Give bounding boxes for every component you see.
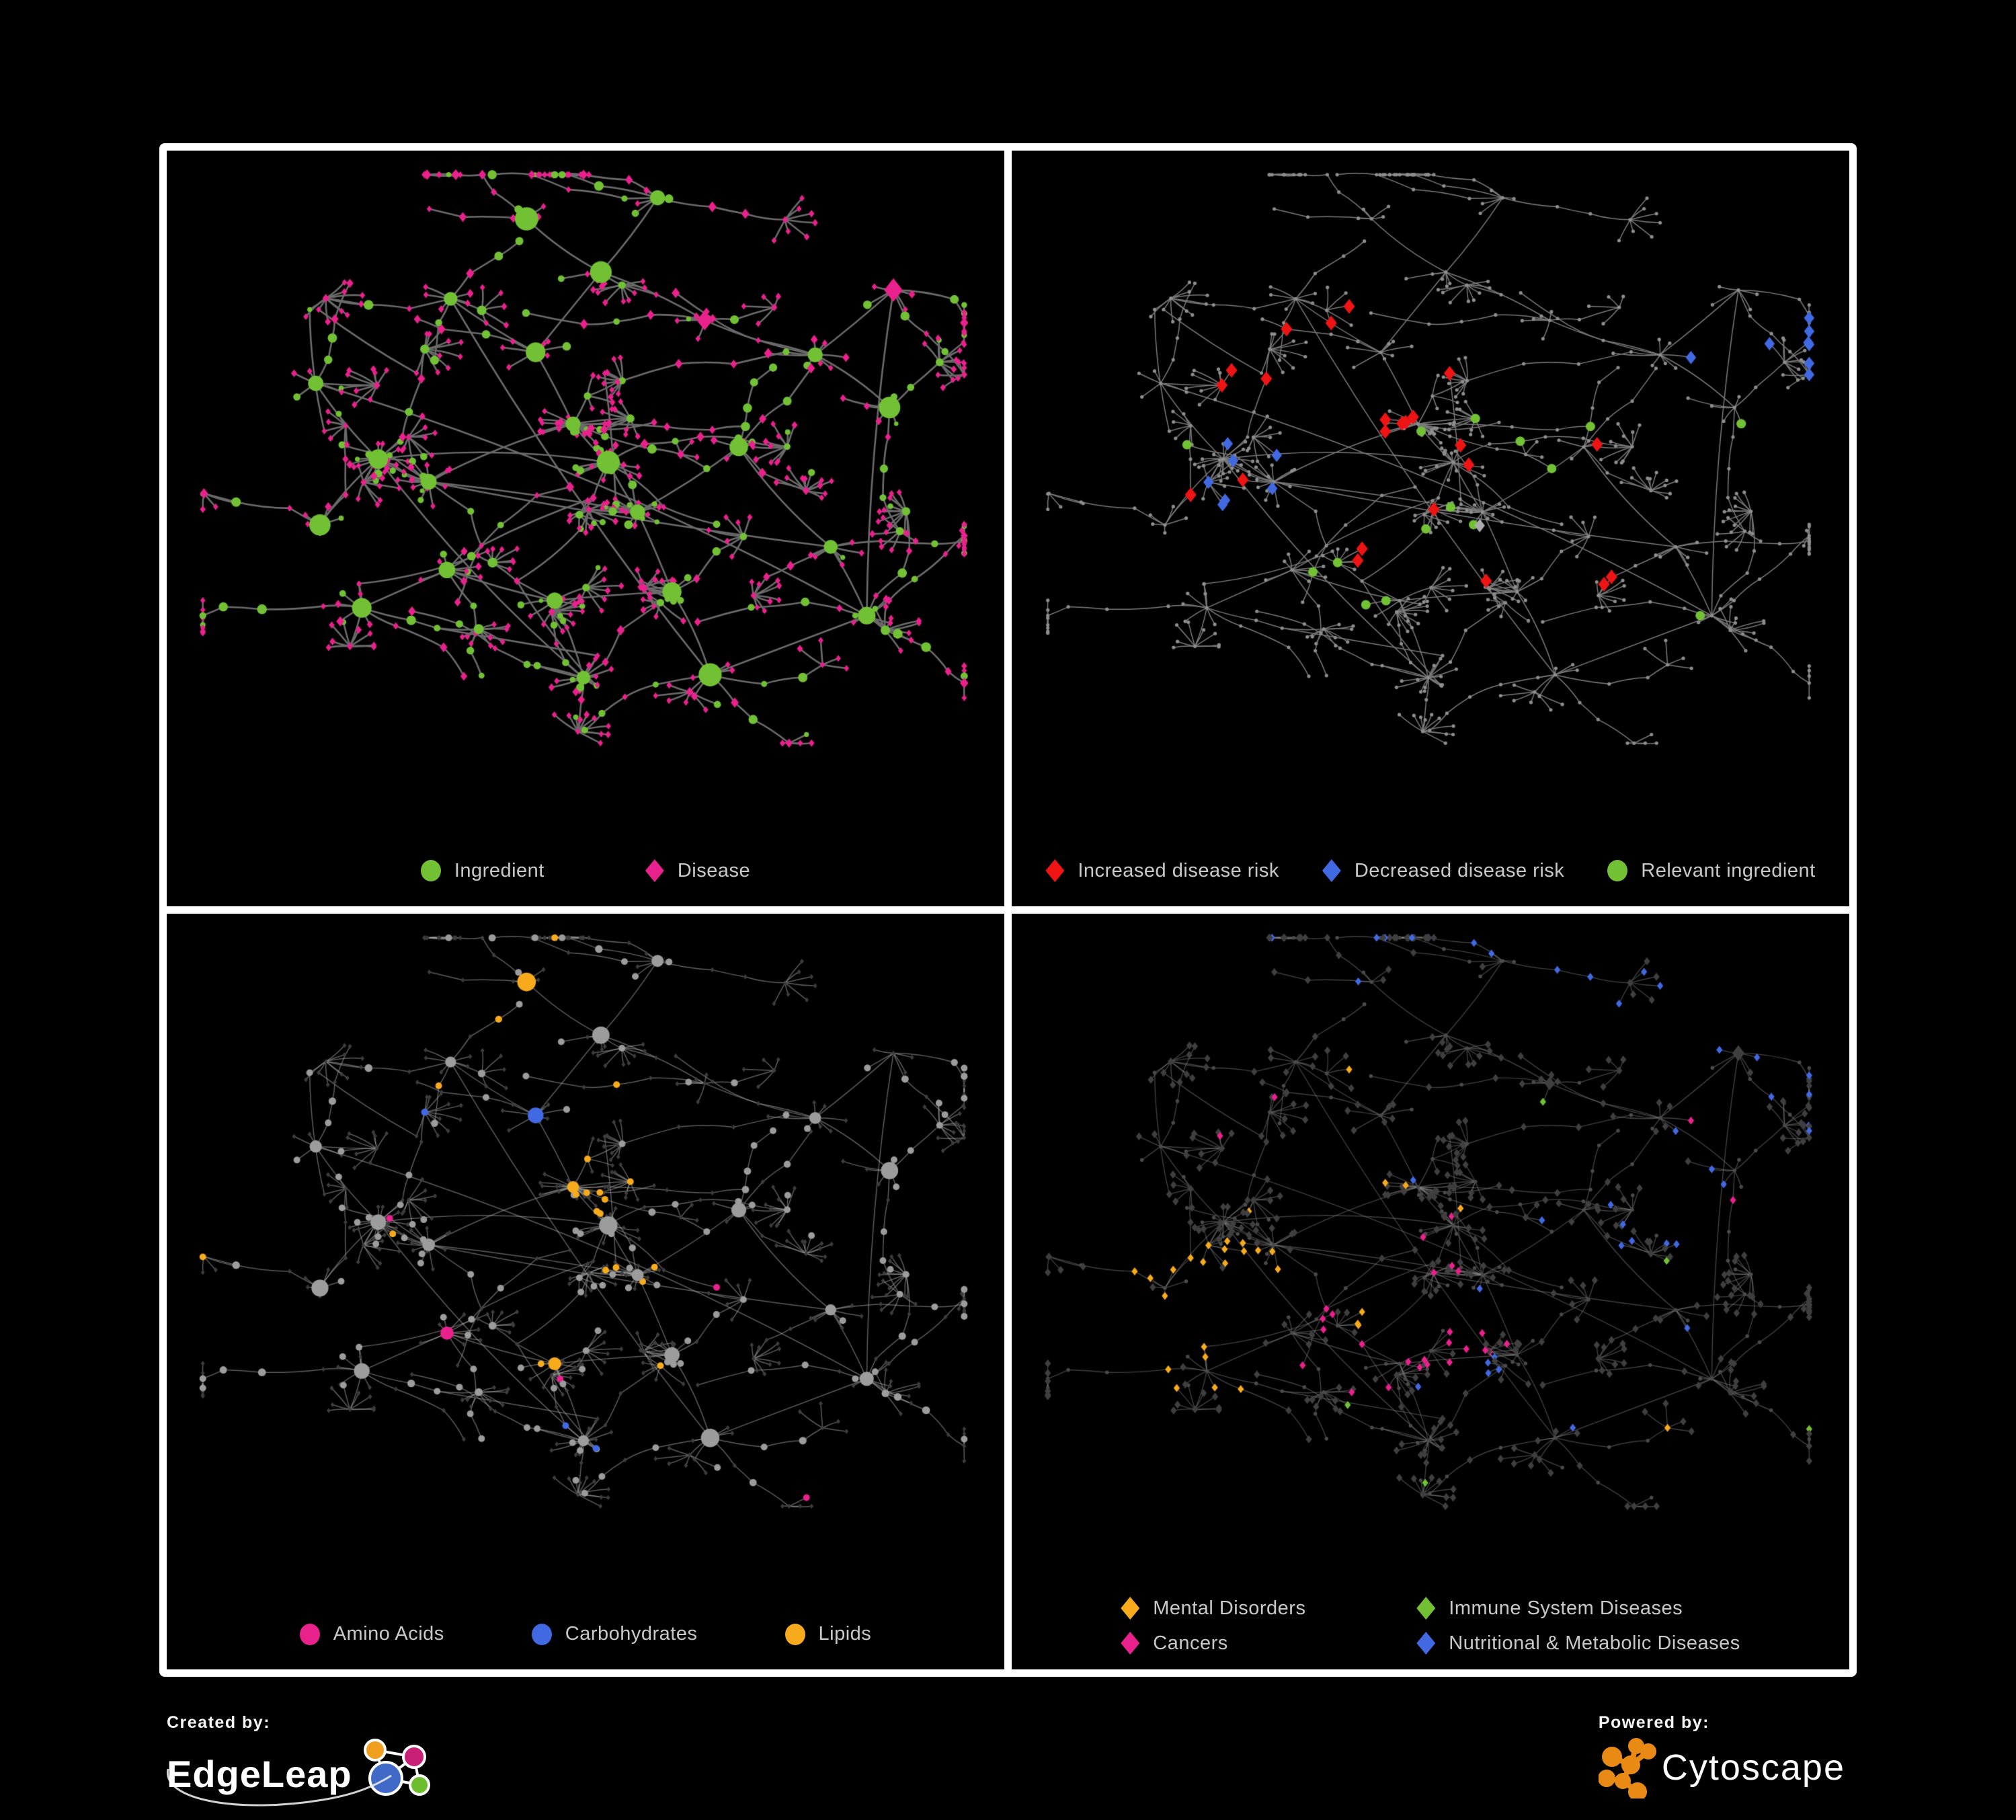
legend-label: Mental Disorders — [1153, 1597, 1306, 1619]
legend-item: Nutritional & Metabolic Diseases — [1416, 1632, 1740, 1655]
powered-by-block: Powered by: — [1598, 1713, 1845, 1798]
legend-circle-icon — [784, 1623, 805, 1645]
legend-label: Nutritional & Metabolic Diseases — [1449, 1632, 1740, 1654]
legend-item: Increased disease risk — [1045, 859, 1279, 882]
legend-label: Disease — [677, 859, 751, 881]
legend-label: Cancers — [1153, 1632, 1228, 1654]
cytoscape-logo-icon — [1598, 1738, 1656, 1798]
cytoscape-wordmark: Cytoscape — [1661, 1747, 1845, 1788]
panel-disease-classes: Mental Disorders Immune System Diseases Ca… — [1012, 914, 1849, 1669]
legend-label: Decreased disease risk — [1354, 859, 1565, 881]
legend-diamond-icon — [1322, 859, 1341, 882]
created-by-block: Created by: EdgeLeap — [167, 1713, 440, 1811]
legend-diamond-icon — [1416, 1597, 1436, 1620]
legend-ingredient-disease: Ingredient Disease — [167, 859, 1004, 882]
legend-item: Lipids — [784, 1623, 872, 1645]
edgeleap-swoosh — [167, 1768, 392, 1807]
legend-diamond-icon — [645, 859, 664, 882]
legend-label: Carbohydrates — [565, 1623, 698, 1645]
network-canvas-ingredient-disease — [167, 151, 1004, 906]
legend-disease-classes: Mental Disorders Immune System Diseases Ca… — [1012, 1597, 1849, 1655]
legend-item: Disease — [645, 859, 750, 882]
cytoscape-brand-row: Cytoscape — [1598, 1737, 1845, 1798]
legend-disease-risk: Increased disease risk Decreased disease … — [1012, 859, 1849, 882]
edgeleap-brand-row: EdgeLeap — [167, 1737, 440, 1811]
legend-label: Immune System Diseases — [1449, 1597, 1683, 1619]
powered-by-label: Powered by: — [1598, 1713, 1710, 1732]
legend-label: Amino Acids — [333, 1623, 444, 1645]
legend-label: Increased disease risk — [1078, 859, 1279, 881]
panel-disease-risk: Increased disease risk Decreased disease … — [1012, 151, 1849, 906]
created-by-label: Created by: — [167, 1713, 271, 1732]
edgeleap-logo-icon — [363, 1739, 430, 1796]
legend-diamond-icon — [1121, 1597, 1140, 1620]
legend-item: Mental Disorders — [1121, 1597, 1389, 1620]
edgeleap-wordmark: EdgeLeap — [167, 1752, 352, 1795]
panel-ingredient-disease: Ingredient Disease — [167, 151, 1004, 906]
legend-item: Relevant ingredient — [1607, 860, 1815, 882]
legend-label: Ingredient — [454, 859, 545, 881]
legend-circle-icon — [420, 860, 441, 881]
legend-circle-icon — [1607, 860, 1628, 881]
legend-item: Ingredient — [420, 859, 545, 882]
legend-diamond-icon — [1416, 1632, 1436, 1655]
legend-item: Decreased disease risk — [1322, 859, 1564, 882]
legend-diamond-icon — [1045, 859, 1065, 882]
network-canvas-disease-risk — [1012, 151, 1849, 906]
legend-ingredient-classes: Amino Acids Carbohydrates Lipids — [167, 1623, 1004, 1645]
footer: Created by: EdgeLeap — [0, 1681, 2016, 1820]
legend-item: Immune System Diseases — [1416, 1597, 1740, 1620]
legend-item: Amino Acids — [299, 1623, 444, 1645]
legend-item: Cancers — [1121, 1632, 1389, 1655]
panel-grid: Ingredient Disease Increased disease risk… — [159, 143, 1857, 1677]
legend-circle-icon — [531, 1623, 552, 1645]
legend-label: Relevant ingredient — [1641, 859, 1816, 881]
legend-label: Lipids — [818, 1623, 872, 1645]
network-canvas-disease-classes — [1012, 914, 1849, 1669]
network-canvas-ingredient-classes — [167, 914, 1004, 1669]
legend-item: Carbohydrates — [531, 1623, 698, 1645]
legend-circle-icon — [299, 1623, 320, 1645]
panel-ingredient-classes: Amino Acids Carbohydrates Lipids — [167, 914, 1004, 1669]
legend-diamond-icon — [1121, 1632, 1140, 1655]
